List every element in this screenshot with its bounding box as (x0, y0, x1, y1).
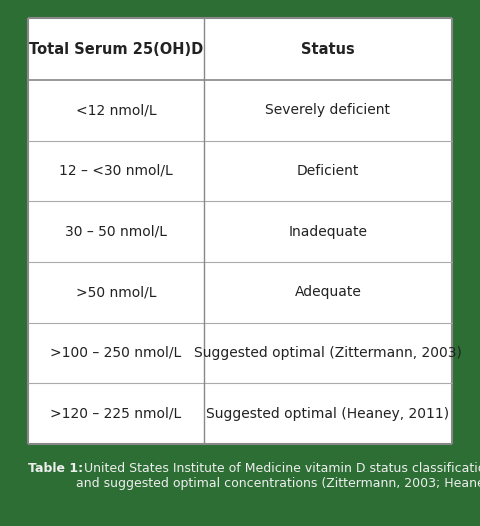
Text: United States Institute of Medicine vitamin D status classification system
and s: United States Institute of Medicine vita… (76, 462, 480, 490)
Text: Total Serum 25(OH)D: Total Serum 25(OH)D (29, 42, 203, 56)
Text: 12 – <30 nmol/L: 12 – <30 nmol/L (59, 164, 173, 178)
Text: Severely deficient: Severely deficient (265, 103, 391, 117)
Text: >50 nmol/L: >50 nmol/L (76, 285, 156, 299)
Text: Suggested optimal (Heaney, 2011): Suggested optimal (Heaney, 2011) (206, 407, 450, 421)
Text: >120 – 225 nmol/L: >120 – 225 nmol/L (50, 407, 181, 421)
Text: 30 – 50 nmol/L: 30 – 50 nmol/L (65, 225, 167, 239)
Text: Suggested optimal (Zittermann, 2003): Suggested optimal (Zittermann, 2003) (194, 346, 462, 360)
Text: Status: Status (301, 42, 355, 56)
Text: Table 1:: Table 1: (28, 462, 83, 475)
Text: Deficient: Deficient (297, 164, 359, 178)
Text: >100 – 250 nmol/L: >100 – 250 nmol/L (50, 346, 181, 360)
FancyBboxPatch shape (28, 18, 452, 444)
Text: Inadequate: Inadequate (288, 225, 368, 239)
Text: Adequate: Adequate (295, 285, 361, 299)
Text: <12 nmol/L: <12 nmol/L (76, 103, 156, 117)
